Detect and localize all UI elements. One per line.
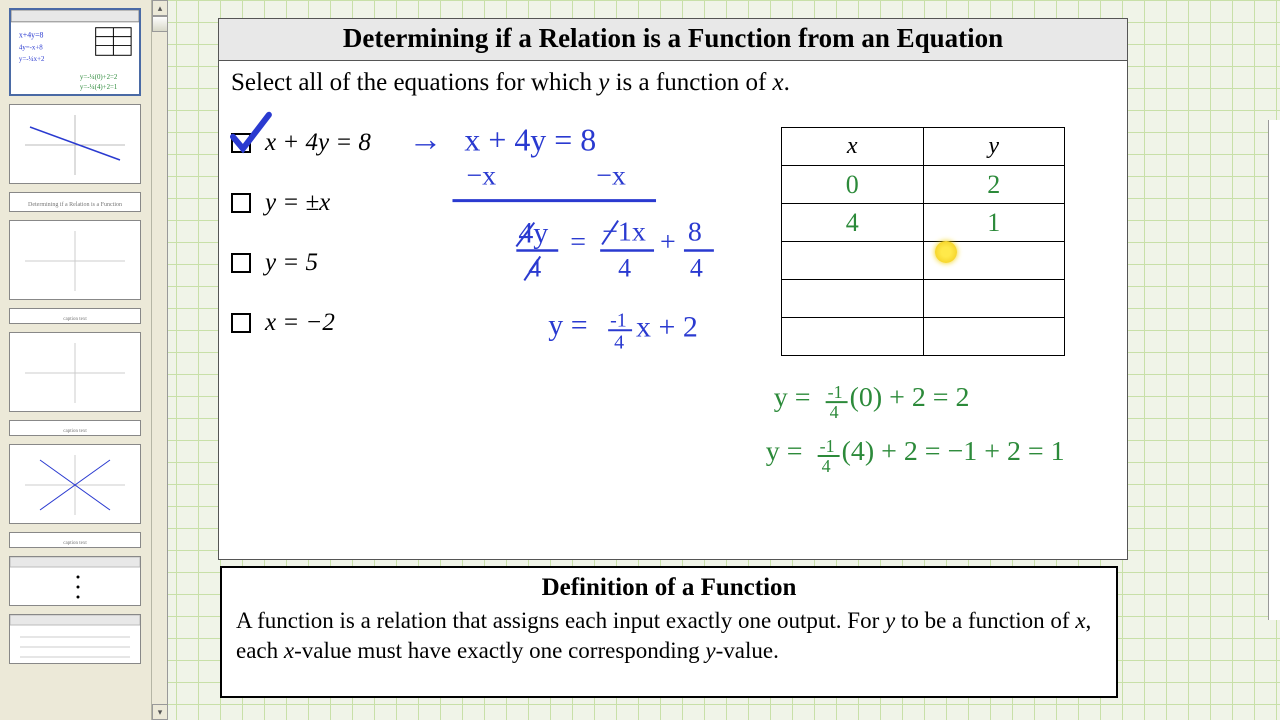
svg-text:−x: −x (596, 161, 626, 192)
xy-cell-1-0: 4 (782, 204, 924, 242)
thumbnail-3-caption[interactable]: Determining if a Relation is a Function (9, 192, 141, 212)
svg-text:8: 8 (688, 217, 702, 248)
svg-text:4y: 4y (518, 217, 548, 250)
thumbnail-list: x+4y=8 4y=-x+8 y=-¼x+2 y=-¼(0)+2=2 y=-¼(… (0, 0, 150, 676)
xy-cell-1-1: 1 (923, 204, 1065, 242)
svg-text:y =: y = (774, 382, 811, 413)
equation-checkbox-1[interactable] (231, 193, 251, 213)
xy-cell-3-0 (782, 280, 924, 318)
thumbnail-6[interactable] (9, 556, 141, 606)
equation-label-0: x + 4y = 8 (265, 129, 371, 157)
svg-text:=: = (570, 226, 586, 257)
svg-text:4: 4 (830, 402, 839, 422)
svg-text:caption text: caption text (63, 429, 87, 434)
svg-text:Determining if a Relation is a: Determining if a Relation is a Function (28, 201, 122, 208)
svg-text:y=-¼(4)+2=1: y=-¼(4)+2=1 (80, 84, 118, 91)
thumbnail-5[interactable] (9, 444, 141, 524)
thumbnail-7[interactable] (9, 614, 141, 664)
equation-label-1: y = ±x (265, 189, 330, 217)
equation-checkbox-2[interactable] (231, 253, 251, 273)
svg-text:→: → (409, 122, 443, 159)
svg-text:-1: -1 (610, 309, 627, 331)
thumbnail-1[interactable]: x+4y=8 4y=-x+8 y=-¼x+2 y=-¼(0)+2=2 y=-¼(… (9, 8, 141, 96)
equation-label-2: y = 5 (265, 249, 318, 277)
scroll-down-button[interactable]: ▾ (152, 704, 168, 720)
thumbnail-6-caption[interactable]: caption text (9, 532, 141, 548)
svg-text:(4) + 2 = −1 + 2 = 1: (4) + 2 = −1 + 2 = 1 (842, 436, 1065, 467)
thumbnail-3[interactable] (9, 220, 141, 300)
thumbnail-4[interactable] (9, 332, 141, 412)
xy-header-y: y (923, 128, 1065, 166)
xy-cell-0-0: 0 (782, 166, 924, 204)
next-slide-peek (1268, 120, 1280, 620)
main-slide: Determining if a Relation is a Function … (218, 18, 1128, 560)
equation-label-3: x = −2 (265, 309, 335, 337)
svg-text:4y=-x+8: 4y=-x+8 (19, 44, 43, 51)
sidebar-scrollbar[interactable]: ▴ ▾ (151, 0, 167, 720)
xy-cell-0-1: 2 (923, 166, 1065, 204)
equation-item-1[interactable]: y = ±x (231, 189, 371, 217)
xy-cell-4-0 (782, 318, 924, 356)
svg-text:y=-¼x+2: y=-¼x+2 (19, 56, 45, 63)
xy-header-x: x (782, 128, 924, 166)
svg-text:y=-¼(0)+2=2: y=-¼(0)+2=2 (80, 74, 118, 81)
svg-text:4: 4 (822, 456, 831, 476)
xy-cell-4-1 (923, 318, 1065, 356)
equation-checkbox-3[interactable] (231, 313, 251, 333)
prompt-text: Select all of the equations for which y … (219, 61, 1127, 101)
svg-text:(0) + 2 = 2: (0) + 2 = 2 (850, 382, 970, 413)
slide-title: Determining if a Relation is a Function … (219, 23, 1127, 54)
xy-cell-2-0 (782, 242, 924, 280)
svg-text:4: 4 (690, 253, 703, 282)
svg-text:−1x: −1x (602, 217, 646, 248)
equation-checkbox-0[interactable] (231, 133, 251, 153)
svg-text:4: 4 (618, 253, 631, 282)
thumbnail-5-caption[interactable]: caption text (9, 420, 141, 436)
xy-cell-3-1 (923, 280, 1065, 318)
equation-item-0[interactable]: x + 4y = 8 (231, 129, 371, 157)
svg-text:−x: −x (466, 161, 496, 192)
scroll-up-button[interactable]: ▴ (152, 0, 168, 16)
scroll-thumb[interactable] (152, 16, 168, 32)
definition-panel: Definition of a Function A function is a… (220, 566, 1118, 698)
svg-text:caption text: caption text (63, 317, 87, 322)
equation-item-2[interactable]: y = 5 (231, 249, 371, 277)
thumbnail-2[interactable] (9, 104, 141, 184)
svg-text:+: + (660, 226, 676, 257)
definition-heading: Definition of a Function (222, 568, 1116, 604)
thumbnail-4-caption[interactable]: caption text (9, 308, 141, 324)
svg-text:caption text: caption text (63, 541, 87, 546)
cursor-highlight (935, 241, 957, 263)
svg-text:-1: -1 (820, 436, 835, 456)
equation-list: x + 4y = 8 y = ±x y = 5 x = −2 (231, 129, 371, 369)
svg-text:x+4y=8: x+4y=8 (19, 31, 44, 40)
thumbnail-sidebar: x+4y=8 4y=-x+8 y=-¼x+2 y=-¼(0)+2=2 y=-¼(… (0, 0, 168, 720)
svg-text:y =: y = (766, 436, 803, 467)
xy-table: x y 0241 (781, 127, 1065, 356)
slide-title-bar: Determining if a Relation is a Function … (219, 19, 1127, 61)
equation-item-3[interactable]: x = −2 (231, 309, 371, 337)
svg-text:x + 4y = 8: x + 4y = 8 (464, 123, 596, 158)
svg-text:4: 4 (528, 253, 541, 282)
svg-text:x + 2: x + 2 (636, 310, 698, 343)
stage: Determining if a Relation is a Function … (168, 0, 1280, 720)
definition-body: A function is a relation that assigns ea… (222, 604, 1116, 668)
svg-text:y =: y = (548, 308, 587, 341)
svg-text:4: 4 (614, 331, 624, 353)
svg-text:-1: -1 (828, 382, 843, 402)
